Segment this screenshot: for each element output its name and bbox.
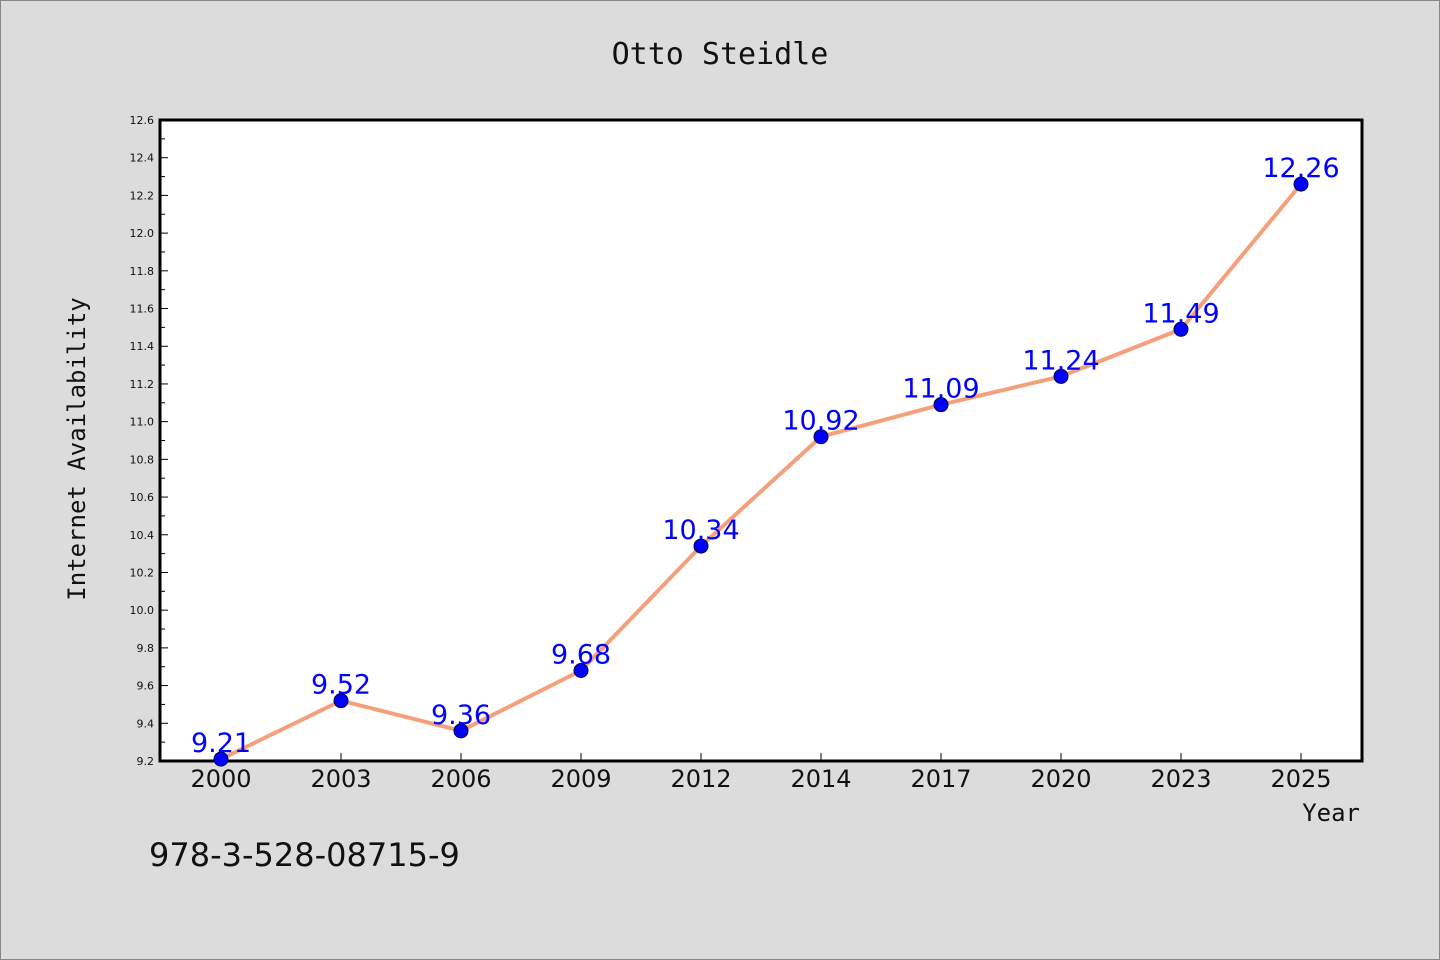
data-point bbox=[573, 663, 589, 679]
plot-area bbox=[158, 118, 1364, 763]
data-label: 9.36 bbox=[431, 700, 491, 731]
x-tick-label: 2009 bbox=[550, 765, 611, 793]
y-tick-label: 10.8 bbox=[130, 453, 155, 466]
data-label: 10.34 bbox=[662, 515, 739, 546]
x-tick-label: 2017 bbox=[910, 765, 971, 793]
y-tick-label: 10.2 bbox=[130, 566, 155, 579]
y-axis-label: Internet Availability bbox=[63, 297, 91, 600]
x-tick-label: 2000 bbox=[190, 765, 251, 793]
data-label: 11.09 bbox=[902, 374, 979, 405]
x-tick-label: 2003 bbox=[310, 765, 371, 793]
y-tick-label: 9.6 bbox=[137, 680, 155, 693]
data-point bbox=[213, 751, 229, 767]
data-label: 12.26 bbox=[1262, 153, 1339, 184]
x-tick-label: 2014 bbox=[790, 765, 851, 793]
data-label: 11.49 bbox=[1142, 298, 1219, 329]
x-tick-label: 2023 bbox=[1150, 765, 1211, 793]
data-label: 9.68 bbox=[551, 640, 611, 671]
data-point bbox=[933, 397, 949, 413]
data-point bbox=[1293, 176, 1309, 192]
x-axis: 2000 2003 2006 2009 2012 2014 2017 2020 2023 2025 bbox=[190, 753, 1332, 793]
y-tick-label: 12.6 bbox=[130, 114, 155, 127]
y-tick-label: 11.0 bbox=[130, 416, 155, 429]
y-tick-label: 11.8 bbox=[130, 265, 155, 278]
series-line bbox=[220, 182, 1303, 761]
x-tick-label: 2012 bbox=[670, 765, 731, 793]
y-tick-label: 9.8 bbox=[137, 642, 155, 655]
isbn-footnote: 978-3-528-08715-9 bbox=[149, 836, 460, 874]
data-point bbox=[1053, 368, 1069, 384]
y-tick-label: 12.2 bbox=[130, 189, 155, 202]
series-group bbox=[213, 176, 1309, 767]
chart-title: Otto Steidle bbox=[612, 37, 829, 72]
y-tick-label: 11.2 bbox=[130, 378, 155, 391]
y-tick-label: 12.0 bbox=[130, 227, 155, 240]
data-point bbox=[1173, 321, 1189, 337]
y-tick-label: 11.6 bbox=[130, 303, 155, 316]
x-tick-label: 2006 bbox=[430, 765, 491, 793]
data-label: 11.24 bbox=[1022, 345, 1099, 376]
data-label: 9.21 bbox=[191, 728, 251, 759]
y-tick-label: 12.4 bbox=[130, 152, 155, 165]
y-tick-label: 10.4 bbox=[130, 529, 155, 542]
y-tick-label: 10.6 bbox=[130, 491, 155, 504]
y-tick-label: 10.0 bbox=[130, 604, 155, 617]
data-label: 9.52 bbox=[311, 670, 371, 701]
data-point bbox=[453, 723, 469, 739]
y-tick-label: 9.4 bbox=[137, 717, 155, 730]
x-axis-label: Year bbox=[1302, 799, 1360, 827]
y-axis: 9.2 9.4 9.6 9.8 10.0 10.2 10.4 10.6 10.8 11.0 11.2… bbox=[130, 114, 168, 768]
data-point bbox=[693, 538, 709, 554]
x-tick-label: 2020 bbox=[1030, 765, 1091, 793]
y-tick-label: 9.2 bbox=[137, 755, 155, 768]
data-point bbox=[333, 693, 349, 709]
data-labels: 9.21 9.52 9.36 9.68 10.34 10.92 11.09 11.24 11.4… bbox=[191, 153, 1340, 759]
data-label: 10.92 bbox=[782, 406, 859, 437]
x-tick-label: 2025 bbox=[1270, 765, 1331, 793]
y-tick-label: 11.4 bbox=[130, 340, 155, 353]
data-point bbox=[813, 429, 829, 445]
